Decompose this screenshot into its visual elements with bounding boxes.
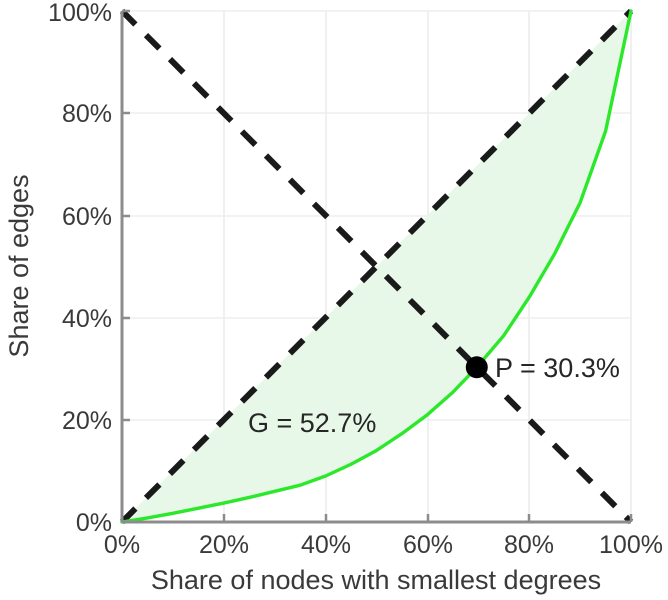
x-tick-label-0: 0% <box>104 531 140 559</box>
y-tick-label-40: 40% <box>62 305 112 333</box>
lorenz-curve-line <box>120 9 633 524</box>
x-axis-title: Share of nodes with smallest degrees <box>151 565 601 595</box>
y-tick-label-20: 20% <box>62 407 112 435</box>
y-axis-title: Share of edges <box>4 174 34 357</box>
y-tick-label-0: 0% <box>76 509 112 537</box>
x-tick-label-100: 100% <box>599 531 663 559</box>
palma-annotation-label: P = 30.3% <box>495 353 620 383</box>
x-tick-label-60: 60% <box>403 531 453 559</box>
x-tick-label-40: 40% <box>301 531 351 559</box>
x-tick-label-20: 20% <box>199 531 249 559</box>
anti-diagonal-dashed-line <box>119 8 634 525</box>
x-tick-label-80: 80% <box>504 531 554 559</box>
y-tick-label-60: 60% <box>62 203 112 231</box>
palma-point-marker <box>465 356 488 379</box>
y-tick-label-100: 100% <box>48 0 112 27</box>
gini-annotation-label: G = 52.7% <box>248 408 376 438</box>
axis-ticks <box>120 9 633 524</box>
y-tick-label-80: 80% <box>62 100 112 128</box>
equality-dashed-line <box>119 8 634 525</box>
